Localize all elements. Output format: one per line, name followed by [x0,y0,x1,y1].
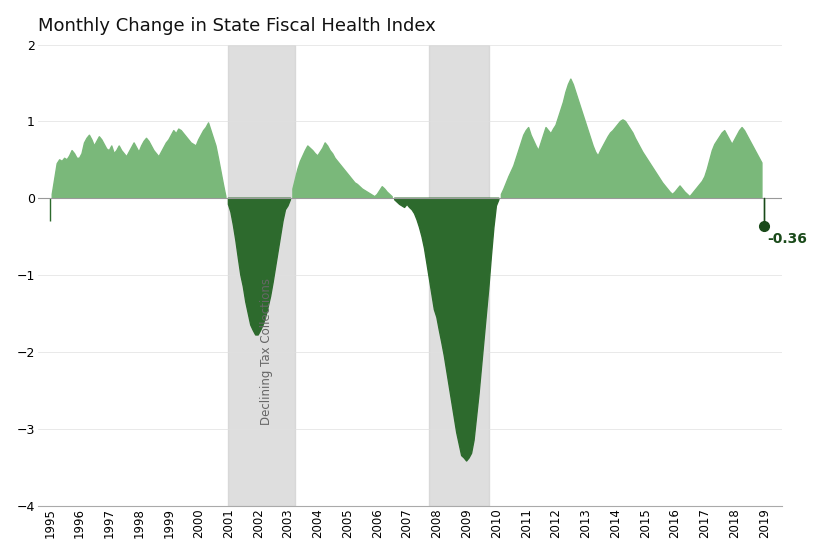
Bar [430,44,489,506]
Text: -0.36: -0.36 [767,232,807,246]
Text: Declining Tax Collections: Declining Tax Collections [260,279,273,425]
Bar [229,44,296,506]
Text: Monthly Change in State Fiscal Health Index: Monthly Change in State Fiscal Health In… [38,17,435,34]
